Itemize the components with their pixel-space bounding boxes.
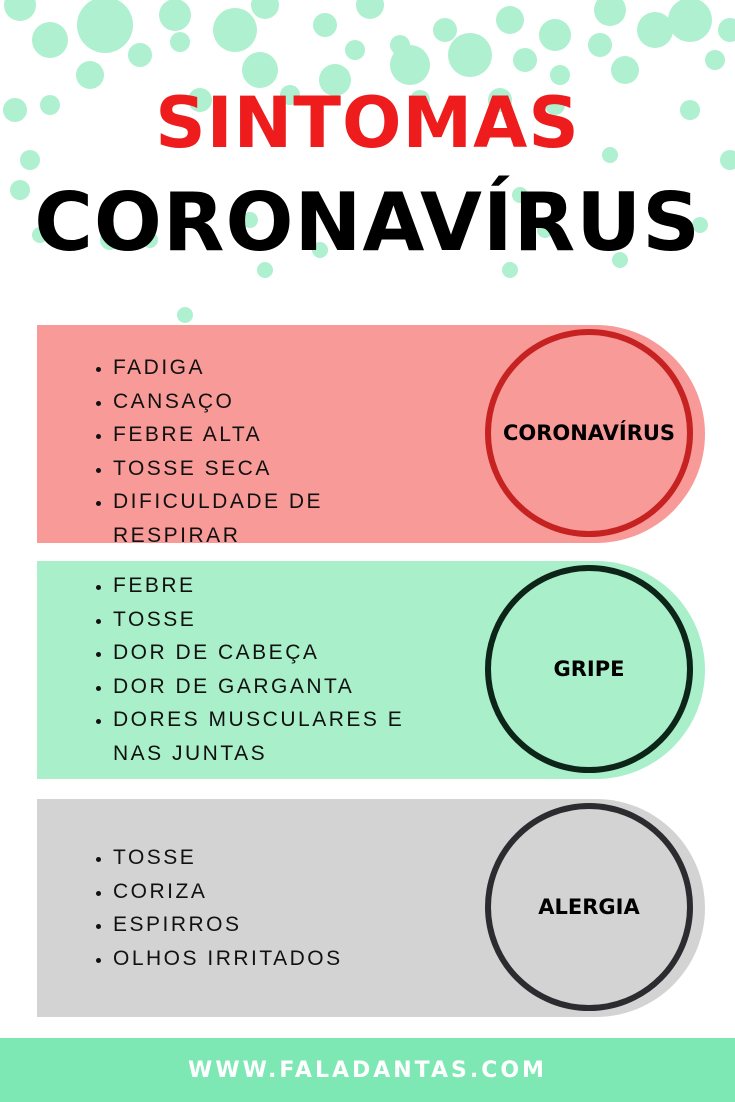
- label-circle: CORONAVÍRUS: [485, 329, 693, 537]
- bubble-dot: [76, 61, 104, 89]
- bubble-dot: [77, 0, 133, 53]
- symptom-item: OLHOS IRRITADOS: [113, 942, 453, 976]
- symptom-list: TOSSE CORIZA ESPIRROS OLHOS IRRITADOS: [95, 841, 453, 975]
- symptom-item: FADIGA: [113, 351, 453, 385]
- bubble-dot: [692, 217, 708, 233]
- symptom-item: TOSSE: [113, 841, 453, 875]
- panel-coronavirus: FADIGA CANSAÇO FEBRE ALTA TOSSE SECA DIF…: [37, 325, 705, 547]
- bubble-dot: [705, 50, 725, 70]
- panel-label: CORONAVÍRUS: [502, 421, 676, 445]
- label-circle: GRIPE: [485, 565, 693, 773]
- bubble-dot: [177, 307, 193, 323]
- bubble-dot: [142, 232, 158, 248]
- bubble-dot: [3, 98, 27, 122]
- bubble-dot: [242, 52, 278, 88]
- bubble-dot: [345, 40, 365, 60]
- footer-bar: WWW.FALADANTAS.COM: [0, 1038, 735, 1102]
- bubble-dot: [10, 180, 30, 200]
- bubble-dot: [433, 18, 457, 42]
- bubble-dot: [680, 100, 700, 120]
- symptom-item: TOSSE: [113, 603, 453, 637]
- bubble-dot: [100, 230, 120, 250]
- symptom-item: DOR DE GARGANTA: [113, 670, 453, 704]
- bubble-dot: [20, 150, 40, 170]
- bubble-dot: [390, 45, 430, 85]
- bubble-dot: [513, 48, 537, 72]
- bubble-dot: [242, 212, 258, 228]
- title-coronavirus: CORONAVÍRUS: [34, 176, 701, 269]
- bubble-dot: [611, 56, 639, 84]
- bubble-dot: [128, 43, 152, 67]
- title-sintomas: SINTOMAS: [155, 82, 580, 164]
- bubble-dot: [488, 88, 512, 112]
- website-link[interactable]: WWW.FALADANTAS.COM: [188, 1057, 547, 1083]
- symptom-item: FEBRE: [113, 569, 453, 603]
- symptom-list: FEBRE TOSSE DOR DE CABEÇA DOR DE GARGANT…: [95, 569, 453, 770]
- panel-label: ALERGIA: [538, 895, 640, 919]
- bubble-dot: [313, 13, 337, 37]
- bubble-dot: [410, 90, 430, 110]
- bubble-dot: [213, 8, 257, 52]
- bubble-dot: [257, 262, 273, 278]
- symptom-item: DIFICULDADE DE RESPIRAR: [113, 485, 453, 552]
- symptom-item: FEBRE ALTA: [113, 418, 453, 452]
- panel-label: GRIPE: [553, 657, 625, 681]
- bubble-dot: [612, 252, 628, 268]
- bubble-dot: [537, 222, 553, 238]
- bubble-dot: [502, 262, 518, 278]
- bubble-dot: [448, 33, 492, 77]
- bubble-dot: [32, 227, 48, 243]
- decorative-bubbles: [3, 0, 735, 323]
- bubble-dot: [280, 85, 300, 105]
- bubble-dot: [588, 33, 612, 57]
- bubble-dot: [319, 64, 351, 96]
- symptom-item: DOR DE CABEÇA: [113, 636, 453, 670]
- bubble-dot: [594, 0, 626, 26]
- label-circle: ALERGIA: [485, 803, 693, 1011]
- bubble-dot: [170, 32, 190, 52]
- symptom-item: CORIZA: [113, 875, 453, 909]
- bubble-dot: [4, 0, 36, 21]
- bubble-dot: [496, 6, 524, 34]
- panel-alergia: TOSSE CORIZA ESPIRROS OLHOS IRRITADOS AL…: [37, 799, 705, 1017]
- bubble-dot: [539, 19, 571, 51]
- bubble-dot: [602, 147, 618, 163]
- bubble-dot: [356, 0, 384, 19]
- bubble-dot: [312, 242, 328, 258]
- panel-gripe: FEBRE TOSSE DOR DE CABEÇA DOR DE GARGANT…: [37, 561, 705, 779]
- symptom-list: FADIGA CANSAÇO FEBRE ALTA TOSSE SECA DIF…: [95, 351, 453, 552]
- symptom-item: DORES MUSCULARES E NAS JUNTAS: [113, 703, 453, 770]
- bubble-dot: [251, 0, 279, 19]
- symptom-item: TOSSE SECA: [113, 452, 453, 486]
- bubble-dot: [159, 0, 191, 31]
- symptom-item: CANSAÇO: [113, 385, 453, 419]
- bubble-dot: [718, 18, 735, 42]
- bubble-dot: [188, 88, 212, 112]
- bubble-dot: [550, 65, 570, 85]
- bubble-dot: [668, 0, 712, 42]
- bubble-dot: [512, 187, 528, 203]
- bubble-dot: [40, 95, 60, 115]
- symptom-item: ESPIRROS: [113, 908, 453, 942]
- bubble-dot: [720, 150, 735, 170]
- bubble-dot: [637, 12, 673, 48]
- bubble-dot: [32, 22, 68, 58]
- bubble-dot: [545, 95, 565, 115]
